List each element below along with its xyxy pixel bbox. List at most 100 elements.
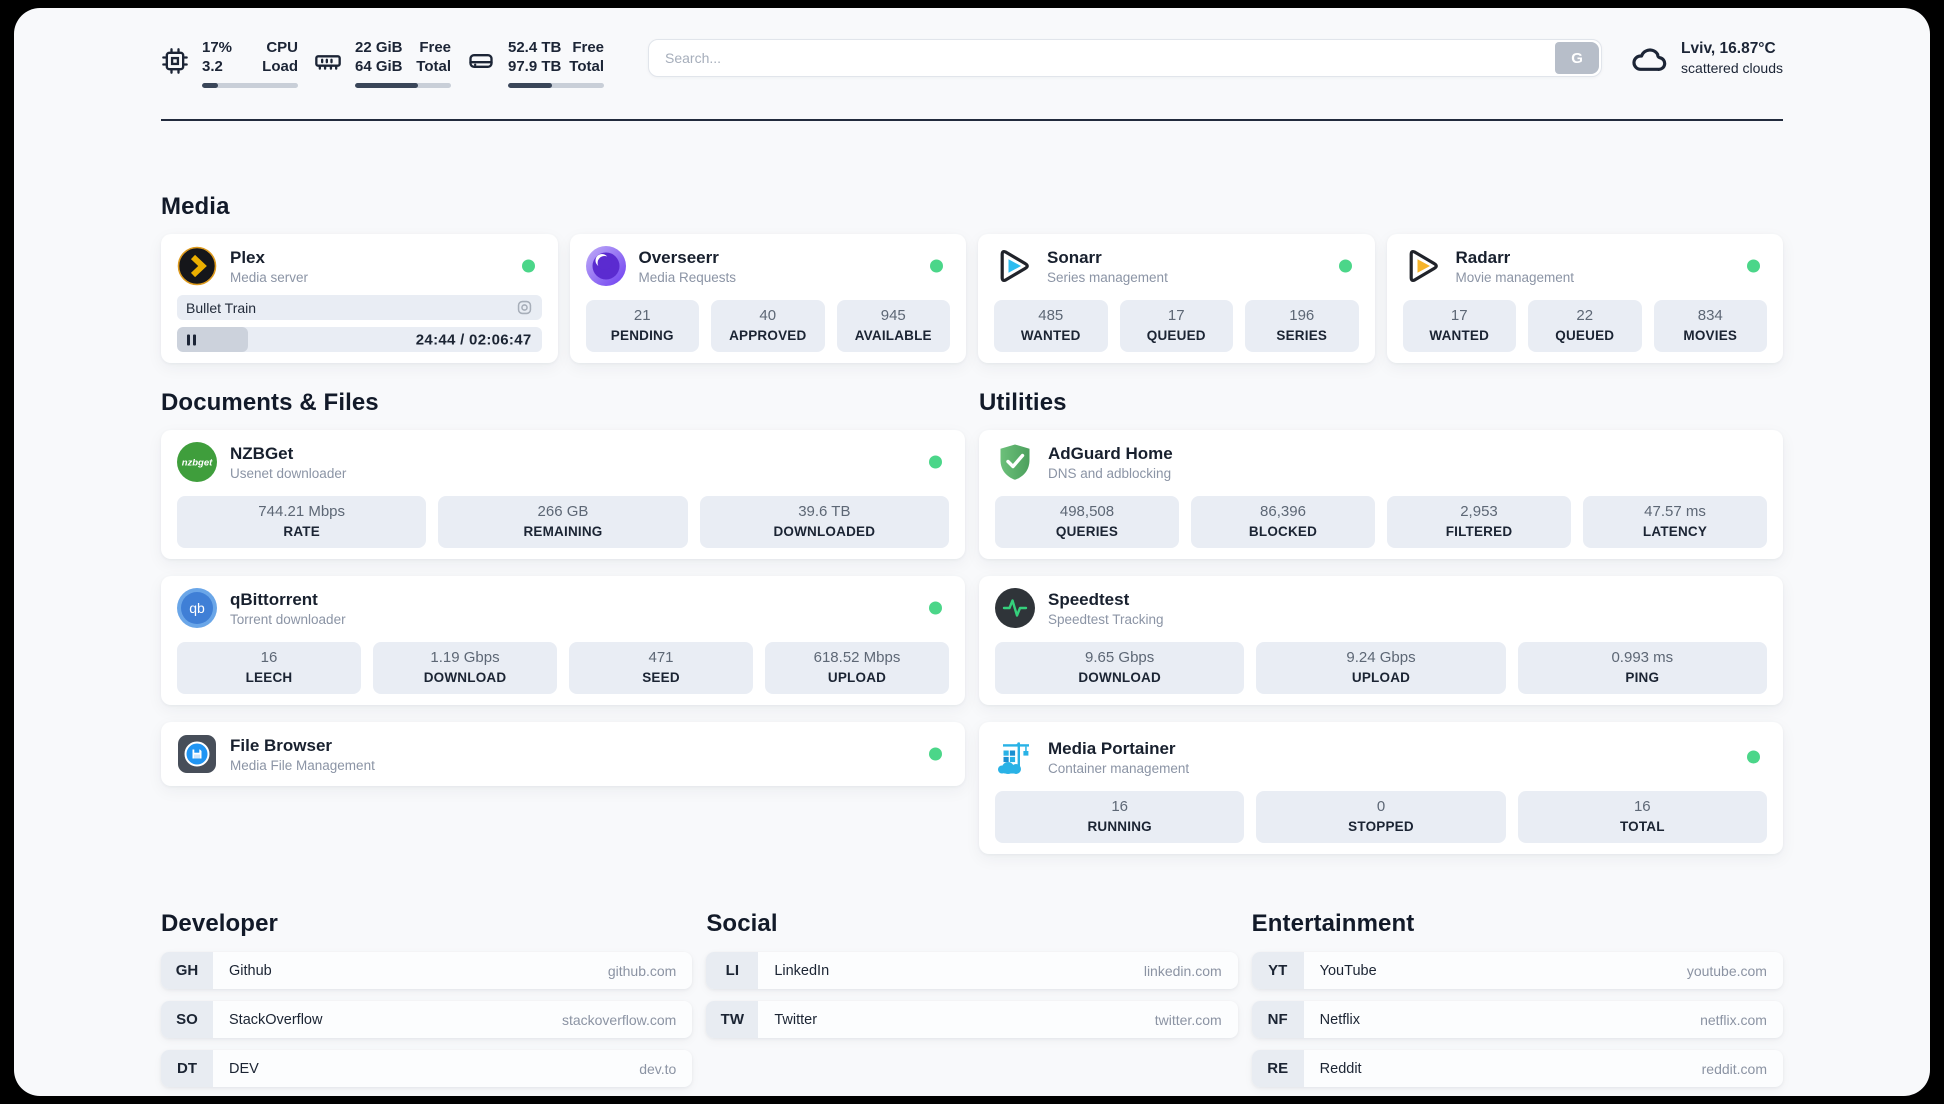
now-playing-title: Bullet Train xyxy=(186,299,257,316)
stat-filtered: 2,953 FILTERED xyxy=(1387,496,1571,548)
bookmark-url: github.com xyxy=(607,962,677,979)
documents-column: Documents & Files nzbget NZBGet Usenet d… xyxy=(161,363,965,786)
stat-total: 16 TOTAL xyxy=(1517,791,1767,843)
app-name: NZBGet xyxy=(230,443,294,463)
bookmark-name: YouTube xyxy=(1319,962,1377,979)
cpu-usage-bar xyxy=(202,83,298,88)
bookmarks-area: Developer GH Github github.com SO StackO… xyxy=(161,910,1783,1096)
bookmark-stackoverflow[interactable]: SO StackOverflow stackoverflow.com xyxy=(161,1001,693,1038)
bookmark-name: DEV xyxy=(229,1060,259,1077)
app-name: Media Portainer xyxy=(1048,738,1176,758)
bookmark-name: Reddit xyxy=(1319,1060,1362,1077)
section-title-developer: Developer xyxy=(161,910,278,937)
bookmark-name: Netflix xyxy=(1319,1011,1360,1028)
media-grid: Plex Media server Bullet Train 24:44 / 0… xyxy=(161,234,1783,363)
section-title-utilities: Utilities xyxy=(979,389,1067,416)
bookmark-abbr: LI xyxy=(706,952,759,989)
app-card-adguard[interactable]: AdGuard Home DNS and adblocking 498,508 … xyxy=(979,430,1783,559)
app-card-sonarr[interactable]: Sonarr Series management 485 WANTED 17 Q… xyxy=(978,234,1375,363)
app-card-plex[interactable]: Plex Media server Bullet Train 24:44 / 0… xyxy=(161,234,558,363)
playback-progress: 24:44 / 02:06:47 xyxy=(177,327,542,352)
bookmark-youtube[interactable]: YT YouTube youtube.com xyxy=(1251,952,1783,989)
section-title-documents: Documents & Files xyxy=(161,389,379,416)
bookmark-twitter[interactable]: TW Twitter twitter.com xyxy=(706,1001,1238,1038)
stat-download: 9.65 Gbps DOWNLOAD xyxy=(995,642,1245,694)
bookmark-url: netflix.com xyxy=(1700,1011,1767,1028)
bookmark-url: reddit.com xyxy=(1701,1060,1767,1077)
bookmark-github[interactable]: GH Github github.com xyxy=(161,952,693,989)
app-stats: 17 WANTED 22 QUEUED 834 MOVIES xyxy=(1402,300,1767,352)
bookmark-url: stackoverflow.com xyxy=(561,1011,677,1028)
app-desc: Media server xyxy=(230,269,309,285)
filebrowser-icon xyxy=(178,735,216,773)
app-card-filebrowser[interactable]: File Browser Media File Management xyxy=(161,722,965,786)
app-name: Sonarr xyxy=(1047,247,1102,267)
app-desc: Media File Management xyxy=(230,757,375,773)
stat-downloaded: 39.6 TB DOWNLOADED xyxy=(699,496,949,548)
disk-labels: Free Total xyxy=(569,39,604,75)
bookmark-abbr: TW xyxy=(706,1001,759,1038)
weather-condition: scattered clouds xyxy=(1681,60,1783,76)
radarr-icon xyxy=(1409,249,1438,283)
pause-icon xyxy=(187,334,196,345)
stat-queued: 22 QUEUED xyxy=(1528,300,1642,352)
qbittorrent-icon: qb xyxy=(177,588,217,628)
cpu-values: 17% 3.2 xyxy=(202,39,233,75)
weather-widget[interactable]: Lviv, 16.87°C scattered clouds xyxy=(1630,39,1783,78)
stat-pending: 21 PENDING xyxy=(585,300,699,352)
app-card-nzbget[interactable]: nzbget NZBGet Usenet downloader 744.21 M… xyxy=(161,430,965,559)
status-indicator xyxy=(1747,750,1760,764)
app-card-speedtest[interactable]: Speedtest Speedtest Tracking 9.65 Gbps D… xyxy=(979,576,1783,705)
bookmark-url: twitter.com xyxy=(1154,1011,1222,1028)
stat-approved: 40 APPROVED xyxy=(711,300,825,352)
bookmark-reddit[interactable]: RE Reddit reddit.com xyxy=(1251,1050,1783,1087)
screen-icon xyxy=(517,300,531,315)
disk-values: 52.4 TB 97.9 TB xyxy=(508,39,562,75)
app-stats: 21 PENDING 40 APPROVED 945 AVAILABLE xyxy=(585,300,950,352)
status-indicator xyxy=(929,747,942,761)
adguard-icon xyxy=(1000,444,1030,480)
two-column-area: Documents & Files nzbget NZBGet Usenet d… xyxy=(161,363,1783,854)
overseerr-icon xyxy=(585,246,626,286)
top-bar: 17% 3.2 CPU Load xyxy=(161,35,1783,93)
bookmarks-entertainment: Entertainment YT YouTube youtube.com NF … xyxy=(1251,910,1783,1096)
app-stats: 16 LEECH 1.19 Gbps DOWNLOAD 471 SEED 6 xyxy=(177,642,949,694)
portainer-icon xyxy=(998,742,1029,774)
app-name: Plex xyxy=(230,247,265,267)
bookmark-url: linkedin.com xyxy=(1143,962,1222,979)
status-indicator xyxy=(1338,259,1352,273)
disk-stat: 52.4 TB 97.9 TB Free Total xyxy=(467,35,604,88)
app-stats: 485 WANTED 17 QUEUED 196 SERIES xyxy=(994,300,1359,352)
search-input[interactable] xyxy=(648,39,1603,77)
app-desc: Torrent downloader xyxy=(230,611,346,627)
stat-wanted: 17 WANTED xyxy=(1402,300,1516,352)
app-card-portainer[interactable]: Media Portainer Container management 16 … xyxy=(979,722,1783,854)
bookmark-url: dev.to xyxy=(639,1060,677,1077)
app-card-radarr[interactable]: Radarr Movie management 17 WANTED 22 QUE… xyxy=(1386,234,1783,363)
app-card-overseerr[interactable]: Overseerr Media Requests 21 PENDING 40 A… xyxy=(569,234,966,363)
dashboard-page: 17% 3.2 CPU Load xyxy=(14,8,1930,1096)
cpu-icon xyxy=(162,48,188,74)
bookmark-dev[interactable]: DT DEV dev.to xyxy=(161,1050,693,1087)
stat-remaining: 266 GB REMAINING xyxy=(438,496,688,548)
bookmark-abbr: NF xyxy=(1251,1001,1304,1038)
utilities-column: Utilities AdGuard Home DNS xyxy=(979,363,1783,854)
status-indicator xyxy=(929,601,942,615)
app-desc: Media Requests xyxy=(638,269,737,285)
search-engine-button[interactable]: G xyxy=(1555,42,1600,74)
bookmark-abbr: RE xyxy=(1251,1050,1304,1087)
weather-location: Lviv, 16.87°C xyxy=(1681,40,1776,57)
stat-movies: 834 MOVIES xyxy=(1653,300,1767,352)
bookmark-abbr: DT xyxy=(161,1050,213,1087)
stat-rate: 744.21 Mbps RATE xyxy=(177,496,427,548)
cpu-stat: 17% 3.2 CPU Load xyxy=(161,35,298,88)
header-divider xyxy=(161,119,1783,121)
app-card-qbittorrent[interactable]: qb qBittorrent Torrent downloader 16 LEE… xyxy=(161,576,965,705)
ram-labels: Free Total xyxy=(416,39,451,75)
status-indicator xyxy=(521,259,535,273)
app-desc: DNS and adblocking xyxy=(1048,465,1172,481)
stat-series: 196 SERIES xyxy=(1245,300,1359,352)
bookmark-url: youtube.com xyxy=(1686,962,1767,979)
bookmark-linkedin[interactable]: LI LinkedIn linkedin.com xyxy=(706,952,1238,989)
bookmark-netflix[interactable]: NF Netflix netflix.com xyxy=(1251,1001,1783,1038)
